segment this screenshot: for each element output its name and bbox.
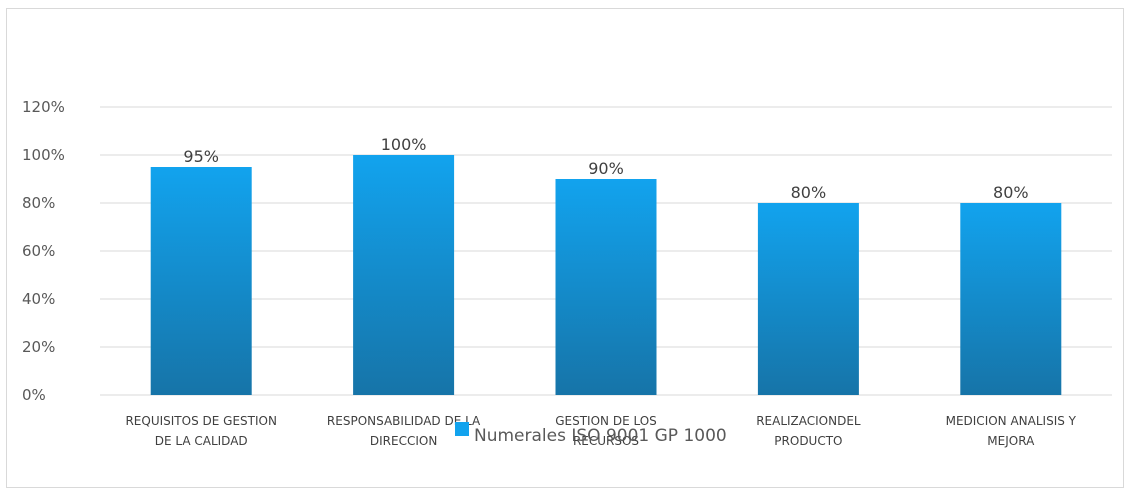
data-label: 90% — [588, 159, 624, 178]
y-tick-label: 60% — [22, 242, 55, 260]
category-label: REQUISITOS DE GESTION DE LA CALIDAD — [125, 414, 276, 448]
data-label: 100% — [381, 135, 427, 154]
y-tick-label: 80% — [22, 194, 55, 212]
y-tick-label: 40% — [22, 290, 55, 308]
bar — [353, 155, 455, 395]
bar — [150, 167, 252, 395]
bars — [150, 155, 1062, 395]
data-label: 95% — [183, 147, 219, 166]
bar — [960, 203, 1062, 395]
data-label: 80% — [791, 183, 827, 202]
y-tick-label: 100% — [22, 146, 65, 164]
category-label: MEDICION ANALISIS Y MEJORA — [946, 414, 1077, 448]
legend-label: Numerales ISO 9001 GP 1000 — [474, 426, 727, 446]
y-axis-tick-labels: 0% 20% 40% 60% 80% 100% 120% — [22, 98, 65, 404]
data-label: 80% — [993, 183, 1029, 202]
data-labels: 95% 100% 90% 80% 80% — [183, 135, 1028, 202]
legend: Numerales ISO 9001 GP 1000 — [455, 422, 727, 446]
y-tick-label: 120% — [22, 98, 65, 116]
bar — [757, 203, 859, 395]
legend-swatch — [455, 422, 469, 436]
category-label: RESPONSABILIDAD DE LA DIRECCION — [327, 414, 481, 448]
bar — [555, 179, 657, 395]
category-label: GESTION DE LOS RECURSOS — [555, 414, 657, 448]
y-tick-label: 20% — [22, 338, 55, 356]
category-labels: REQUISITOS DE GESTION DE LA CALIDAD RESPON… — [125, 414, 1076, 448]
y-tick-label: 0% — [22, 386, 46, 404]
category-label: REALIZACIONDEL PRODUCTO — [756, 414, 861, 448]
